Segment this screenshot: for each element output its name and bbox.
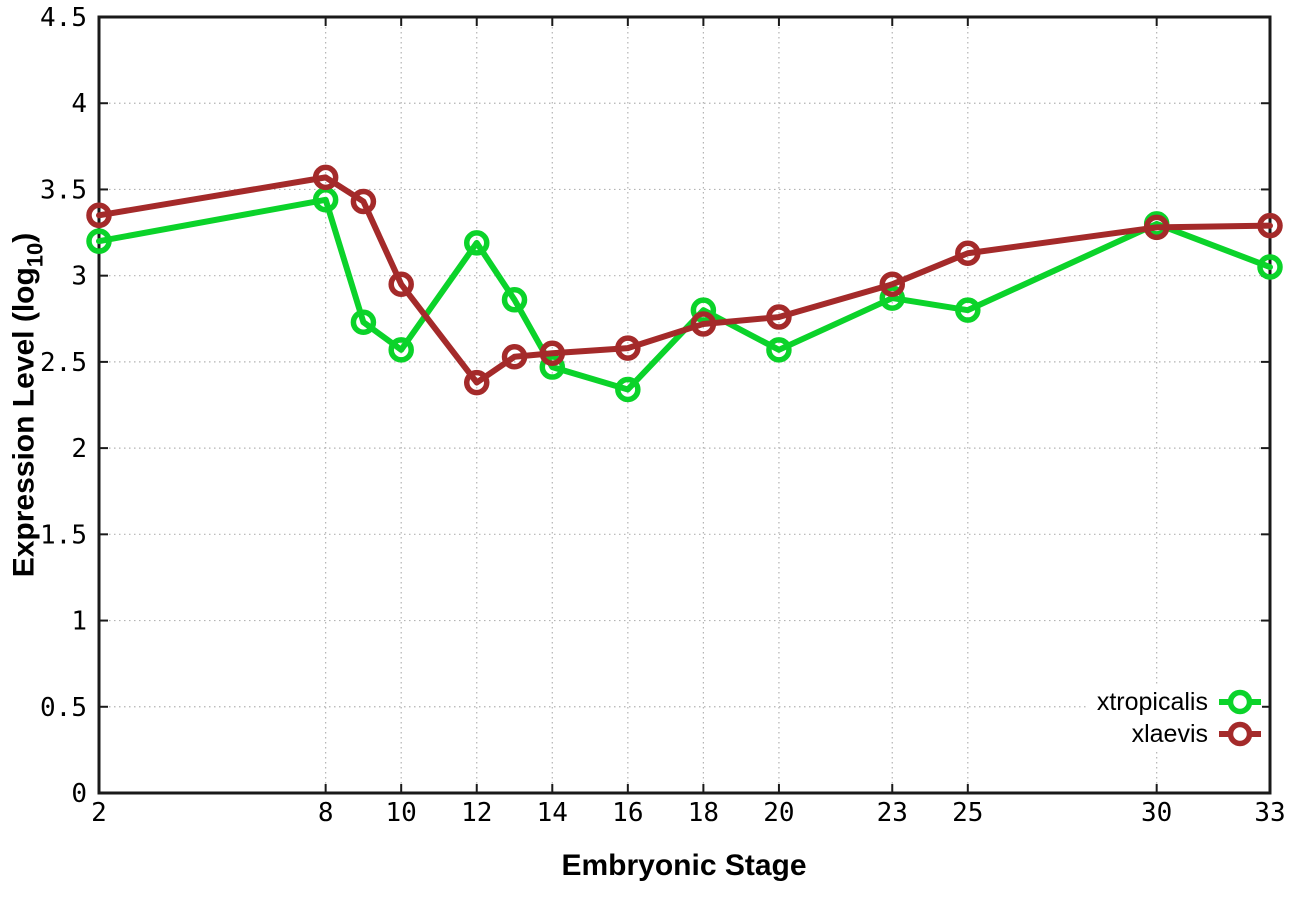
y-axis-title: Expression Level (log10) [7, 232, 48, 578]
data-point-xtropicalis [539, 354, 566, 380]
legend-item-xlaevis: xlaevis [1097, 718, 1262, 750]
x-tick-label: 12 [461, 798, 492, 828]
y-axis-title-close: ) [7, 232, 41, 243]
data-point-xlaevis [501, 343, 528, 370]
data-point-xlaevis [1257, 212, 1283, 239]
data-point-xtropicalis [350, 309, 377, 335]
data-point-xlaevis [539, 340, 566, 367]
legend-label-xtropicalis: xtropicalis [1096, 687, 1208, 716]
data-point-xlaevis [312, 164, 339, 191]
x-tick-label: 20 [763, 798, 794, 828]
data-point-xtropicalis [501, 287, 528, 313]
data-point-xlaevis [463, 369, 490, 396]
y-tick-label: 3.5 [40, 175, 87, 205]
data-point-xlaevis [690, 311, 717, 337]
y-tick-label: 3 [71, 262, 87, 292]
legend-item-xtropicalis: xtropicalis [1097, 686, 1262, 718]
y-tick-label: 1 [71, 607, 87, 637]
x-axis-title: Embryonic Stage [561, 849, 807, 882]
legend-marker-xtropicalis-icon [1219, 689, 1261, 715]
x-tick-label: 16 [612, 798, 643, 828]
legend: xtropicalis xlaevis [1088, 684, 1262, 752]
y-tick-label: 2 [71, 434, 87, 464]
x-tick-label: 8 [318, 798, 334, 828]
y-axis-title-text: Expression Level (log [7, 267, 41, 578]
y-tick-label: 2.5 [40, 348, 87, 378]
y-tick-label: 1.5 [40, 520, 87, 550]
series-line-xtropicalis [96, 196, 1273, 393]
y-tick-label: 4.5 [40, 3, 87, 33]
data-point-xtropicalis [955, 297, 981, 323]
x-tick-label: 23 [877, 798, 908, 828]
data-point-xtropicalis [690, 297, 717, 323]
x-tick-label: 18 [688, 798, 719, 828]
y-tick-label: 4 [71, 89, 87, 119]
x-tick-label: 33 [1254, 798, 1285, 828]
data-point-xtropicalis [1257, 254, 1283, 280]
data-point-xlaevis [1143, 214, 1170, 241]
x-tick-label: 14 [537, 798, 568, 828]
data-point-xlaevis [955, 240, 981, 266]
data-point-xlaevis [879, 271, 906, 298]
x-tick-label: 2 [91, 798, 107, 828]
x-tick-label: 10 [386, 798, 417, 828]
y-tick-label: 0.5 [40, 693, 87, 723]
data-point-xlaevis [86, 202, 112, 229]
series-line-xlaevis [96, 174, 1273, 386]
data-point-xtropicalis [86, 228, 112, 254]
data-point-xlaevis [388, 271, 414, 298]
plot-border [97, 15, 1272, 795]
data-point-xtropicalis [879, 285, 906, 311]
legend-marker-xlaevis-icon [1219, 721, 1261, 747]
data-point-xlaevis [350, 188, 377, 215]
y-axis-title-subscript: 10 [22, 242, 48, 268]
y-tick-label: 0 [71, 779, 87, 809]
data-point-xtropicalis [388, 337, 414, 363]
data-point-xtropicalis [463, 230, 490, 256]
x-tick-label: 25 [952, 798, 983, 828]
data-point-xtropicalis [766, 337, 792, 363]
data-point-xtropicalis [615, 376, 641, 403]
x-tick-label: 30 [1141, 798, 1172, 828]
data-point-xlaevis [615, 335, 641, 361]
legend-label-xlaevis: xlaevis [1131, 719, 1208, 748]
data-point-xlaevis [766, 304, 792, 330]
